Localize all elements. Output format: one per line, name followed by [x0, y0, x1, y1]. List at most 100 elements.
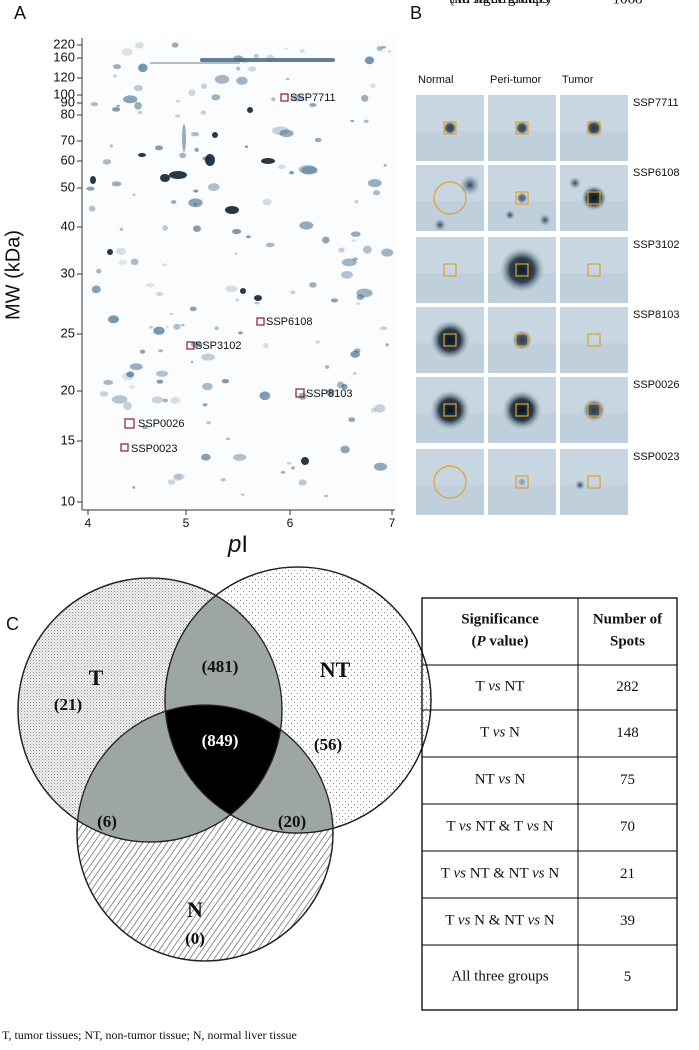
text-part: T [476, 679, 489, 695]
text-part: Number of [593, 612, 663, 628]
row-label: SSP0023 [633, 451, 679, 463]
text-part: value) [486, 634, 529, 650]
text-part: N [505, 725, 520, 741]
cell-text: 148 [616, 725, 639, 741]
spot-label: SSP3102 [195, 340, 241, 352]
spot-label: SSP0026 [138, 418, 184, 430]
marker [587, 191, 601, 205]
x-tick-label: 4 [85, 516, 92, 530]
cell-text: 5 [624, 969, 632, 985]
cell-text: Significance [461, 612, 539, 628]
y-tick-label: 40 [61, 218, 75, 233]
spot-box [280, 93, 289, 102]
cell-text: T vs NT & T vs N [446, 819, 553, 835]
spot-box [186, 341, 195, 350]
column-header: Normal [418, 74, 453, 86]
y-tick-label: 80 [61, 106, 75, 121]
y-tick-label: 90 [61, 94, 75, 109]
spot-label: SSP8103 [306, 388, 352, 400]
text-part: NT & NT [466, 866, 532, 882]
text-part: T [446, 819, 459, 835]
y-tick-label: 60 [61, 152, 75, 167]
text-part: All three groups [451, 969, 549, 985]
cell-text: (P value) [471, 634, 528, 650]
text-part: N [539, 819, 554, 835]
y-tick-label: 15 [61, 432, 75, 447]
text-part: vs [528, 913, 541, 929]
region-count: (6) [97, 812, 117, 831]
caption: T, tumor tissues; NT, non-tumor tissue; … [2, 1028, 297, 1042]
set-label: T [89, 665, 104, 690]
marker [443, 333, 457, 347]
spot-box [295, 388, 305, 398]
cell-text: All three groups [451, 969, 549, 985]
marker [515, 475, 529, 489]
y-axis-label: MW (kDa) [2, 230, 24, 320]
region-count: (0) [185, 929, 205, 948]
y-tick-label: 20 [61, 382, 75, 397]
cell-text: NT vs N [475, 772, 526, 788]
y-tick-label: 25 [61, 325, 75, 340]
y-tick-label: 30 [61, 265, 75, 280]
text-part: vs [498, 772, 511, 788]
table: Significance (P value) Number of Spots T vs … [421, 0, 678, 1011]
spot-box [256, 317, 265, 326]
region-count: (849) [202, 731, 239, 750]
text-part: T [441, 866, 454, 882]
row-label: SSP8103 [633, 309, 679, 321]
region-count: (56) [314, 735, 342, 754]
row-label: SSP0026 [633, 379, 679, 391]
region-count: (21) [54, 695, 82, 714]
marker [443, 121, 457, 135]
text-part: (no significance) [449, 0, 550, 7]
gel-background [82, 38, 395, 510]
cell-text: All three groups [451, 0, 549, 7]
text-part: P [476, 634, 486, 650]
text-part: N [511, 772, 526, 788]
text-part: p [227, 531, 241, 558]
row-label: SSP3102 [633, 239, 679, 251]
text-part: vs [453, 866, 466, 882]
marker [587, 121, 601, 135]
marker [433, 465, 467, 499]
marker [443, 403, 457, 417]
marker [515, 191, 529, 205]
x-tick-label: 6 [287, 516, 294, 530]
row-label: SSP6108 [633, 167, 679, 179]
spot-label: SSP6108 [266, 316, 312, 328]
cell-text: 70 [620, 819, 635, 835]
text-part: N [540, 913, 555, 929]
marker [587, 475, 601, 489]
set-label: NT [320, 657, 351, 682]
panel-label: A [14, 3, 26, 23]
text-part: N & NT [470, 913, 527, 929]
cell-text: Spots [610, 634, 645, 650]
text-part: T [445, 913, 458, 929]
cell-text: T vs NT [476, 679, 525, 695]
text-part: N [545, 866, 560, 882]
text-part: vs [458, 913, 471, 929]
cell-text: 21 [620, 866, 635, 882]
marker [587, 403, 601, 417]
region-count: (20) [278, 812, 306, 831]
x-axis-label: pI [227, 531, 248, 558]
row-label: SSP7711 [633, 97, 679, 109]
x-tick-label: 7 [389, 516, 396, 530]
text-part: T [480, 725, 493, 741]
panel-label: B [410, 3, 422, 23]
marker [443, 263, 457, 277]
text-part: vs [527, 819, 540, 835]
text-part: vs [459, 819, 472, 835]
spot-label: SSP0023 [131, 443, 177, 455]
cell-text: Number of [593, 612, 663, 628]
cell-text: T vs N [480, 725, 520, 741]
marker [515, 333, 529, 347]
y-tick-label: 120 [53, 69, 75, 84]
cell-text: (no significance) [449, 0, 550, 7]
cell-text: T vs NT & NT vs N [441, 866, 560, 882]
cell-text: T vs N & NT vs N [445, 913, 555, 929]
x-tick-label: 5 [183, 516, 190, 530]
panel-label: C [6, 614, 19, 634]
text-part: All three groups [451, 0, 549, 7]
y-tick-label: 70 [61, 132, 75, 147]
